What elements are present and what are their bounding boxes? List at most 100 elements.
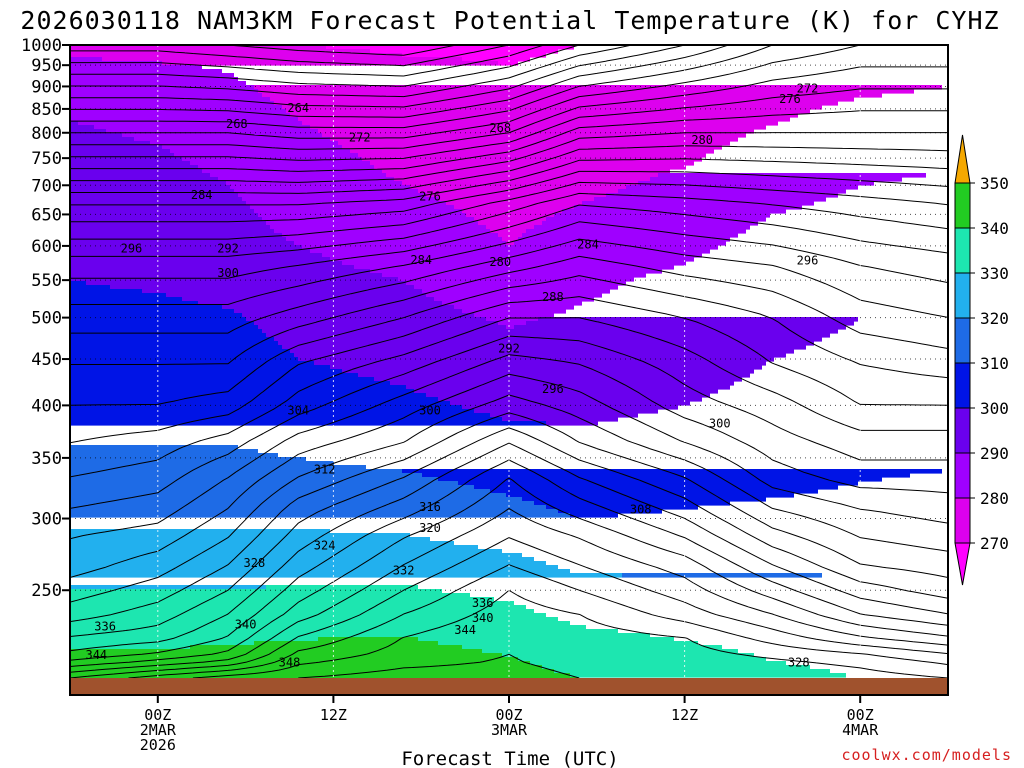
theta-fill-cell <box>70 617 558 622</box>
theta-fill-cell <box>70 129 106 134</box>
theta-fill-cell <box>70 157 182 162</box>
theta-fill-cell <box>70 97 270 102</box>
contour-label: 340 <box>235 618 257 632</box>
y-tick-label: 700 <box>31 176 62 196</box>
theta-fill-cell <box>218 177 394 182</box>
theta-fill-cell <box>70 469 402 474</box>
colorbar-segment <box>954 407 971 454</box>
contour-label: 292 <box>498 342 520 356</box>
theta-fill-cell <box>70 493 506 498</box>
contour-label: 340 <box>472 611 494 625</box>
contour-label: 284 <box>191 188 213 202</box>
contour-label: 316 <box>419 500 441 514</box>
contour-line-296 <box>70 335 948 509</box>
theta-fill-cell <box>354 265 674 270</box>
theta-fill-cell <box>522 497 766 502</box>
colorbar-segment <box>954 497 971 544</box>
theta-fill-cell <box>70 341 278 346</box>
theta-fill-cell <box>70 89 258 94</box>
contour-line-342 <box>70 45 545 77</box>
contour-line-276 <box>70 537 948 679</box>
ground-strip <box>70 678 948 695</box>
theta-fill-cell <box>502 237 518 242</box>
theta-fill-cell <box>70 253 322 258</box>
contour-line-312 <box>70 192 948 257</box>
theta-fill-cell <box>254 321 498 326</box>
theta-fill-cell <box>170 149 350 154</box>
theta-fill-cell <box>506 493 794 498</box>
contour-line-334 <box>70 45 729 118</box>
theta-fill-cell <box>582 201 814 206</box>
theta-fill-cell <box>70 209 254 214</box>
theta-fill-cell <box>70 61 162 66</box>
theta-fill-cell <box>70 557 534 562</box>
theta-fill-cell <box>70 93 262 98</box>
theta-fill-cell <box>242 313 474 318</box>
colorbar-label: 310 <box>980 354 1009 373</box>
theta-fill-cell <box>162 61 498 66</box>
theta-fill-cell <box>70 193 238 198</box>
theta-fill-cell <box>638 181 874 186</box>
theta-fill-cell <box>70 529 330 534</box>
theta-fill-cell <box>70 461 334 466</box>
contour-label: 344 <box>454 623 476 637</box>
theta-fill-cell <box>286 109 810 114</box>
theta-fill-cell <box>70 101 274 106</box>
theta-fill-cell <box>70 569 570 574</box>
theta-fill-cell <box>230 185 410 190</box>
credit-text[interactable]: coolwx.com/models <box>841 746 1012 764</box>
theta-fill-cell <box>302 245 718 250</box>
theta-fill-cell <box>358 153 706 158</box>
theta-fill-cell <box>70 329 262 334</box>
theta-fill-cell <box>506 325 514 330</box>
theta-fill-cell <box>418 189 618 194</box>
theta-fill-cell <box>310 249 710 254</box>
theta-fill-cell <box>70 161 190 166</box>
theta-fill-cell <box>70 249 310 254</box>
theta-fill-cell <box>450 401 690 406</box>
theta-fill-cell <box>462 309 566 314</box>
x-tick-label: 2026 <box>140 736 176 754</box>
x-tick-label: 12Z <box>671 706 698 724</box>
contour-label: 336 <box>472 596 494 610</box>
theta-fill-cell <box>474 217 546 222</box>
theta-fill-cell <box>318 637 418 642</box>
theta-fill-cell <box>70 81 246 86</box>
contour-label: 320 <box>419 521 441 535</box>
theta-fill-cell <box>70 589 442 594</box>
theta-fill-cell <box>526 229 746 234</box>
colorbar-label: 290 <box>980 444 1009 463</box>
theta-fill-cell <box>70 69 222 74</box>
theta-fill-cell <box>542 221 758 226</box>
contour-label: 324 <box>314 539 336 553</box>
theta-fill-cell <box>426 393 710 398</box>
theta-fill-cell <box>258 89 914 94</box>
theta-fill-cell <box>70 449 258 454</box>
theta-fill-cell <box>554 669 830 674</box>
theta-fill-cell <box>438 477 882 482</box>
theta-fill-cell <box>338 141 730 146</box>
contour-line-316 <box>70 170 948 223</box>
theta-fill-cell <box>70 169 202 174</box>
theta-fill-cell <box>70 57 102 62</box>
contour-line-328 <box>70 66 948 150</box>
theta-fill-cell <box>70 549 502 554</box>
theta-fill-cell <box>570 673 846 678</box>
theta-fill-cell <box>402 181 638 186</box>
theta-fill-cell <box>310 125 766 130</box>
x-tick-label: 00Z <box>144 706 171 724</box>
contour-line-270 <box>298 653 580 679</box>
theta-fill-cell <box>386 173 658 178</box>
theta-fill-cell <box>70 373 358 378</box>
theta-fill-cell <box>70 233 282 238</box>
theta-fill-cell <box>70 477 438 482</box>
theta-fill-cell <box>70 173 210 178</box>
theta-fill-cell <box>370 49 558 54</box>
contour-line-324 <box>70 110 948 172</box>
theta-fill-cell <box>570 513 618 518</box>
theta-fill-cell <box>70 277 398 282</box>
contour-label: 288 <box>542 290 564 304</box>
theta-fill-cell <box>398 277 634 282</box>
theta-fill-cell <box>94 125 310 130</box>
